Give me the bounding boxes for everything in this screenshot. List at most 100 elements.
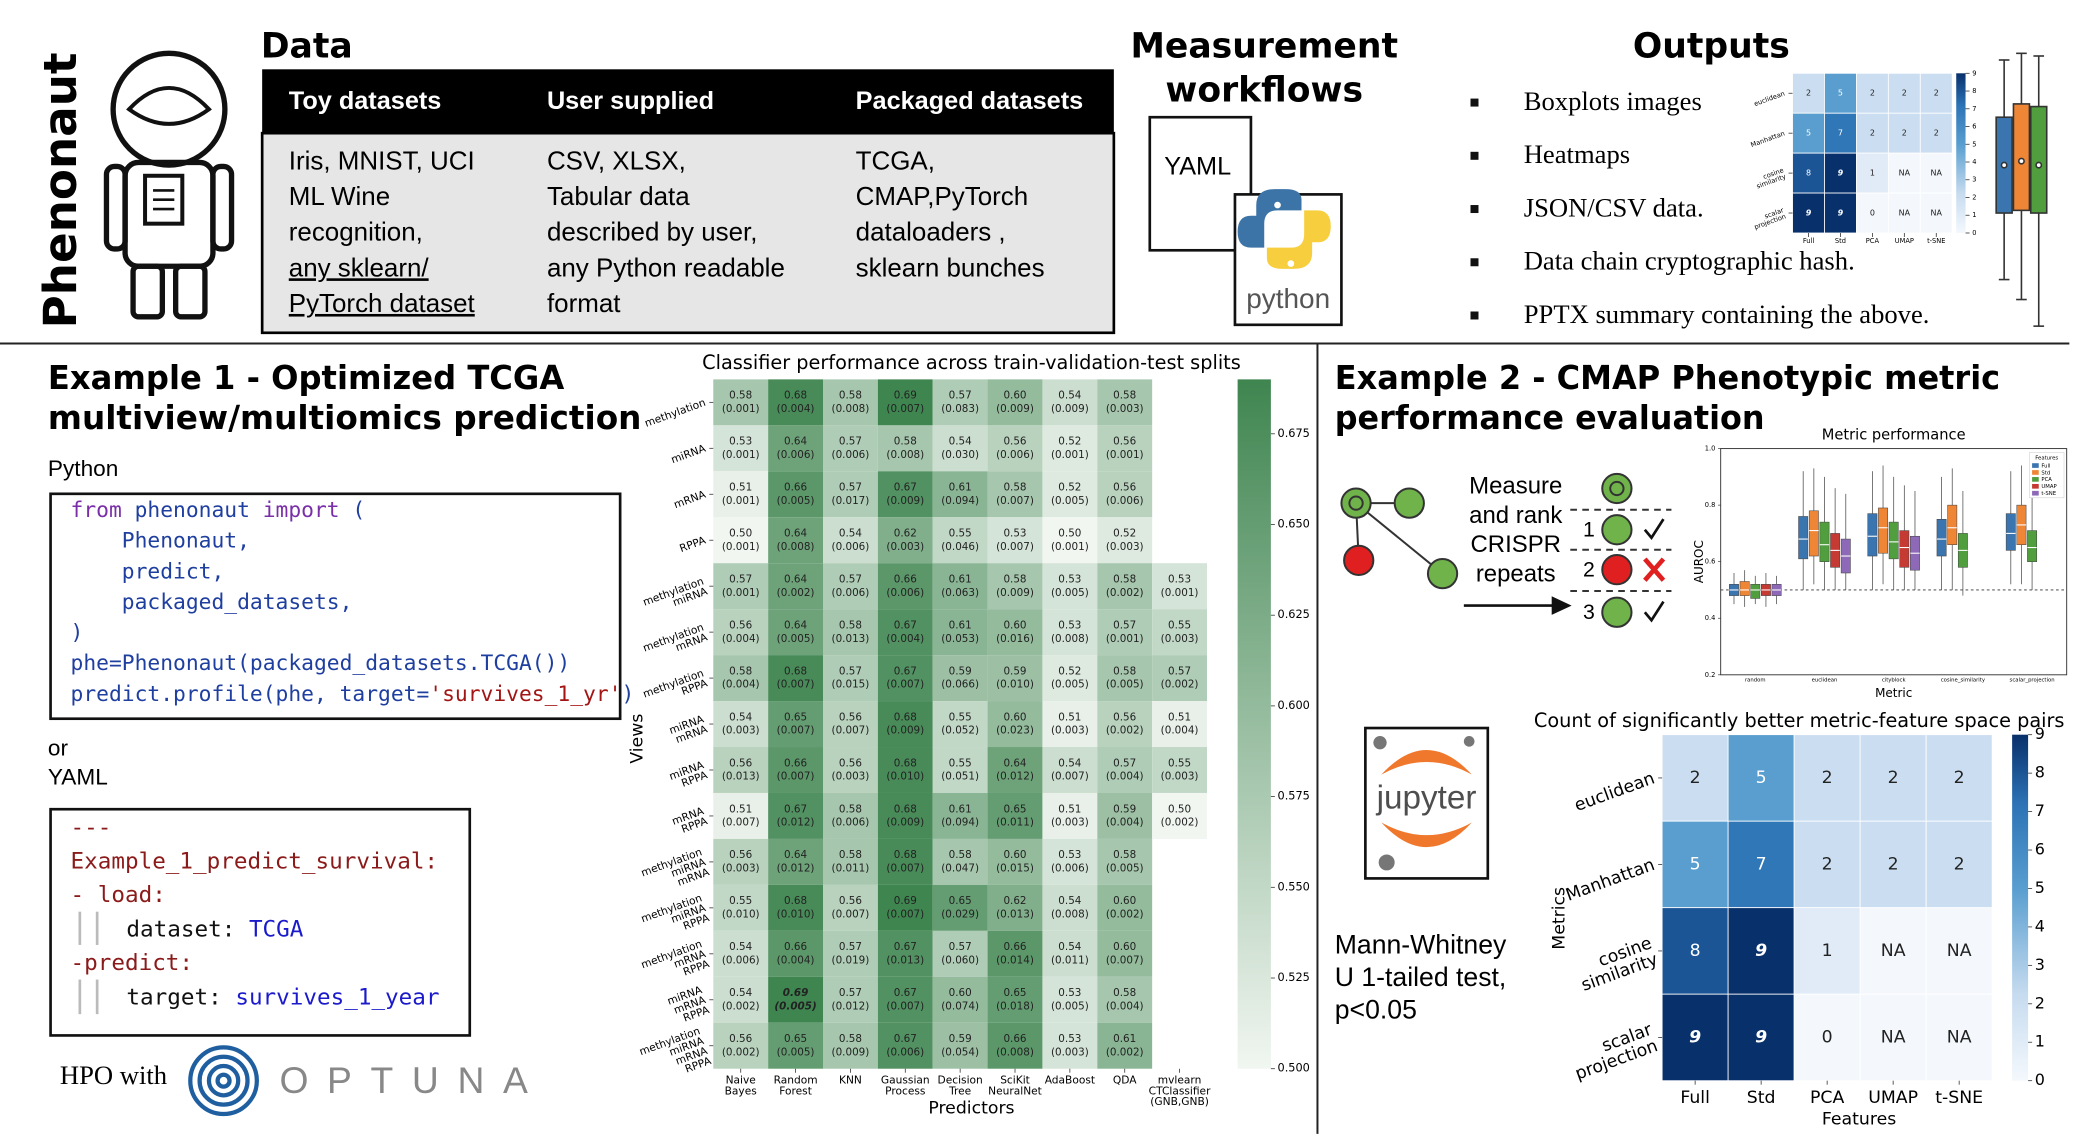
x-tick-label: QDA bbox=[1113, 1074, 1137, 1087]
heatmap-cell bbox=[1042, 563, 1098, 610]
box bbox=[2027, 530, 2038, 562]
ranking bbox=[1570, 472, 1672, 628]
table-cell: sklearn bunches bbox=[856, 254, 1045, 282]
cell-value: 0.55 bbox=[729, 895, 752, 907]
table-cell: dataloaders , bbox=[856, 219, 1006, 247]
cell-value: 0.57 bbox=[839, 665, 862, 677]
test-text: p<0.05 bbox=[1335, 995, 1417, 1025]
cell-value: 0.51 bbox=[1168, 711, 1191, 723]
heatmap-cell-empty bbox=[1859, 907, 1927, 995]
heatmap-cell bbox=[932, 471, 988, 518]
cell-error: (0.002) bbox=[1106, 725, 1144, 737]
cell-error: (0.009) bbox=[1051, 403, 1089, 415]
code-token: predict, bbox=[71, 559, 225, 584]
code-box bbox=[49, 492, 622, 721]
x-tick-label: Full bbox=[1680, 1088, 1710, 1108]
heatmap-cell bbox=[1042, 838, 1098, 885]
x-tick-label: Forest bbox=[779, 1084, 812, 1097]
cell-value: 2 bbox=[1934, 129, 1939, 138]
cell-value: 0.52 bbox=[1113, 528, 1136, 540]
table-body-bg bbox=[260, 131, 1116, 335]
heatmap-cell bbox=[1097, 884, 1153, 931]
heatmap-cell bbox=[823, 1022, 878, 1069]
cell-error: (0.006) bbox=[1051, 863, 1089, 875]
cell-value: 0.66 bbox=[784, 757, 807, 769]
heatmap-cell bbox=[932, 701, 988, 748]
colorbar-tick-label: 0.525 bbox=[1278, 971, 1310, 984]
cell-value: 0.58 bbox=[839, 1033, 862, 1045]
cell-value: 0.51 bbox=[729, 803, 752, 815]
colorbar-tick-label: 6 bbox=[2035, 840, 2045, 859]
cell-error: (0.007) bbox=[777, 679, 815, 691]
y-axis-title: AUROC bbox=[1692, 540, 1706, 583]
boxplot-icon bbox=[1995, 52, 2048, 327]
legend-label: Std bbox=[2041, 470, 2050, 476]
cell-error: (0.074) bbox=[941, 1000, 979, 1012]
cell-error: (0.007) bbox=[777, 771, 815, 783]
heatmap-cell bbox=[1793, 993, 1861, 1082]
cell-value: 0.57 bbox=[839, 436, 862, 448]
x-tick-label: Process bbox=[885, 1084, 926, 1097]
cell-error: (0.012) bbox=[777, 817, 815, 829]
heatmap-cell bbox=[987, 792, 1043, 839]
cell-value: 0.50 bbox=[1168, 803, 1191, 815]
heatmap-cell bbox=[932, 1022, 988, 1069]
heatmap-cell bbox=[823, 884, 878, 931]
heatmap-cell bbox=[823, 976, 878, 1023]
cell-error: (0.006) bbox=[832, 541, 870, 553]
output-item: Data chain cryptographic hash. bbox=[1524, 246, 1855, 276]
cell-error: (0.019) bbox=[832, 954, 870, 966]
cell-value: 2 bbox=[1902, 89, 1907, 98]
chart-title: Metric performance bbox=[1822, 426, 1966, 443]
colorbar-tick-label: 0.600 bbox=[1278, 699, 1310, 712]
colorbar-tick-label: 1 bbox=[1972, 211, 1976, 219]
heatmap-cell bbox=[877, 517, 933, 564]
cell-value: 0.53 bbox=[1058, 1033, 1081, 1045]
cell-value: 0.64 bbox=[784, 619, 807, 631]
heatmap-cell bbox=[877, 609, 933, 656]
table-cell: described by user, bbox=[547, 219, 758, 247]
box bbox=[1750, 584, 1761, 599]
heatmap-cell bbox=[1097, 930, 1153, 977]
box bbox=[2005, 513, 2016, 551]
heatmap-cell bbox=[1042, 471, 1098, 518]
code-token: ) bbox=[621, 682, 634, 707]
heatmap-cell bbox=[877, 747, 933, 793]
heatmap-cell bbox=[1919, 72, 1953, 114]
legend-swatch bbox=[2032, 470, 2039, 475]
heatmap-cell bbox=[823, 471, 878, 518]
code-token: phe=Phenonaut(packaged_datasets.TCGA()) bbox=[71, 651, 571, 676]
table-header: Packaged datasets bbox=[856, 87, 1084, 115]
cell-value: 2 bbox=[1806, 89, 1811, 98]
cell-error: (0.011) bbox=[832, 863, 870, 875]
box bbox=[1899, 530, 1910, 568]
cell-value: 0.58 bbox=[1113, 665, 1136, 677]
heatmap-cell bbox=[1097, 425, 1153, 472]
heatmap-cell bbox=[932, 379, 988, 426]
colorbar bbox=[1237, 379, 1271, 1069]
cell-value: 0.58 bbox=[729, 390, 752, 402]
colorbar bbox=[1956, 73, 1966, 233]
cell-value: 0.53 bbox=[1168, 574, 1191, 586]
cell-error: (0.004) bbox=[777, 954, 815, 966]
cell-error: (0.054) bbox=[941, 1046, 979, 1058]
colorbar bbox=[2012, 734, 2029, 1081]
colorbar-tick-label: 0.650 bbox=[1278, 517, 1310, 530]
legend-label: PCA bbox=[2041, 477, 2052, 483]
table-cell: recognition, bbox=[289, 219, 423, 247]
code-token: 'survives_1_yr' bbox=[429, 682, 621, 707]
cell-value: 2 bbox=[1954, 854, 1965, 874]
optuna-logo bbox=[188, 1045, 259, 1117]
cell-value: 0.61 bbox=[949, 803, 972, 815]
cell-value: 0.67 bbox=[894, 665, 917, 677]
cell-value: 0.55 bbox=[949, 528, 972, 540]
heatmap-cell bbox=[877, 1022, 933, 1069]
cell-error: (0.004) bbox=[1106, 1000, 1144, 1012]
cell-value: 0.65 bbox=[1003, 987, 1026, 999]
heatmap-cell bbox=[1042, 792, 1098, 839]
heatmap-cell-empty bbox=[1887, 192, 1921, 234]
